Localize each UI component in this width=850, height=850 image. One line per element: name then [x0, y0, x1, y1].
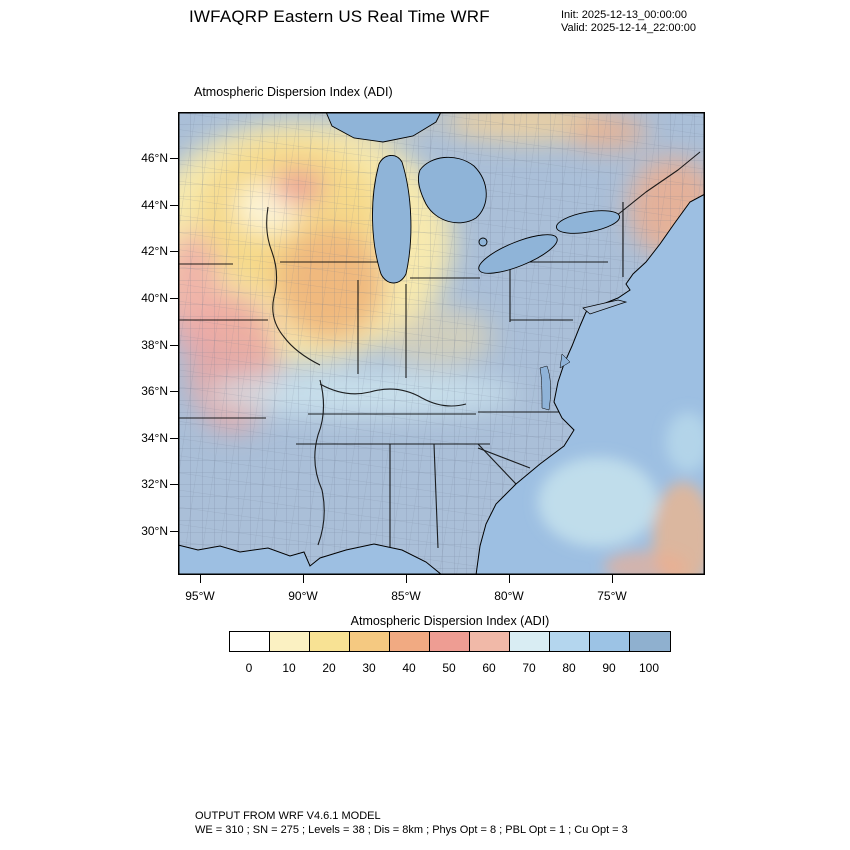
lat-label-38n: 38°N: [141, 338, 168, 352]
colorbar-label: 20: [322, 661, 336, 675]
colorbar-cell: [430, 632, 470, 651]
lon-label-80w: 80°W: [494, 589, 524, 603]
delaware-bay: [559, 353, 571, 369]
great-lakes: [325, 112, 621, 284]
lat-tick: [170, 251, 178, 253]
init-time: Init: 2025-12-13_00:00:00: [561, 9, 687, 21]
colorbar-label: 0: [245, 661, 253, 675]
lat-tick: [170, 298, 178, 300]
valid-time: Valid: 2025-12-14_22:00:00: [561, 22, 696, 34]
lat-label-34n: 34°N: [141, 431, 168, 445]
lon-tick: [303, 575, 305, 583]
colorbar-label: 60: [482, 661, 496, 675]
lat-tick: [170, 484, 178, 486]
colorbar-label: 80: [562, 661, 576, 675]
colorbar-label: 10: [282, 661, 296, 675]
lat-label-32n: 32°N: [141, 477, 168, 491]
model-config-footer: OUTPUT FROM WRF V4.6.1 MODEL WE = 310 ; …: [195, 809, 628, 837]
lon-tick: [200, 575, 202, 583]
colorbar-cell: [550, 632, 590, 651]
colorbar: [229, 631, 671, 652]
lat-tick: [170, 158, 178, 160]
colorbar-cell: [470, 632, 510, 651]
map-panel: 46°N 44°N 42°N 40°N 38°N 36°N 34°N 32°N …: [141, 112, 705, 603]
colorbar-cell: [510, 632, 550, 651]
lon-tick: [509, 575, 511, 583]
lon-label-85w: 85°W: [391, 589, 421, 603]
colorbar-label: 90: [602, 661, 616, 675]
lon-tick: [406, 575, 408, 583]
colorbar-cell: [350, 632, 390, 651]
colorbar-cell: [230, 632, 270, 651]
state-borders: [178, 151, 701, 552]
lat-label-36n: 36°N: [141, 384, 168, 398]
colorbar-labels: 0 10 20 30 40 50 60 70 80 90 100: [229, 661, 669, 675]
lat-tick: [170, 391, 178, 393]
lon-label-95w: 95°W: [185, 589, 215, 603]
colorbar-label: 100: [638, 661, 660, 675]
lat-label-40n: 40°N: [141, 291, 168, 305]
lat-tick: [170, 438, 178, 440]
map-canvas: [178, 112, 705, 575]
lat-label-46n: 46°N: [141, 151, 168, 165]
map-frame: [178, 112, 705, 575]
footer-line1: OUTPUT FROM WRF V4.6.1 MODEL: [195, 810, 381, 822]
lat-label-30n: 30°N: [141, 524, 168, 538]
long-island: [582, 299, 628, 315]
colorbar-cell: [590, 632, 630, 651]
colorbar-cell: [270, 632, 310, 651]
lon-label-75w: 75°W: [597, 589, 627, 603]
colorbar-label: 30: [362, 661, 376, 675]
run-info: Init: 2025-12-13_00:00:00 Valid: 2025-12…: [561, 9, 696, 35]
colorbar-cell: [310, 632, 350, 651]
colorbar-title: Atmospheric Dispersion Index (ADI): [350, 614, 550, 628]
colorbar-cell: [630, 632, 670, 651]
footer-line2: WE = 310 ; SN = 275 ; Levels = 38 ; Dis …: [195, 824, 628, 836]
map-subtitle: Atmospheric Dispersion Index (ADI): [194, 85, 393, 99]
plot-title: IWFAQRP Eastern US Real Time WRF: [189, 7, 490, 26]
lat-label-42n: 42°N: [141, 244, 168, 258]
gulf-of-mexico: [178, 543, 443, 575]
lat-tick: [170, 205, 178, 207]
lat-label-44n: 44°N: [141, 198, 168, 212]
lon-tick: [612, 575, 614, 583]
chesapeake-bay: [539, 365, 551, 411]
colorbar-label: 40: [402, 661, 416, 675]
colorbar-label: 50: [442, 661, 456, 675]
lon-label-90w: 90°W: [288, 589, 318, 603]
lat-tick: [170, 531, 178, 533]
lat-tick: [170, 345, 178, 347]
colorbar-label: 70: [522, 661, 536, 675]
colorbar-cell: [390, 632, 430, 651]
